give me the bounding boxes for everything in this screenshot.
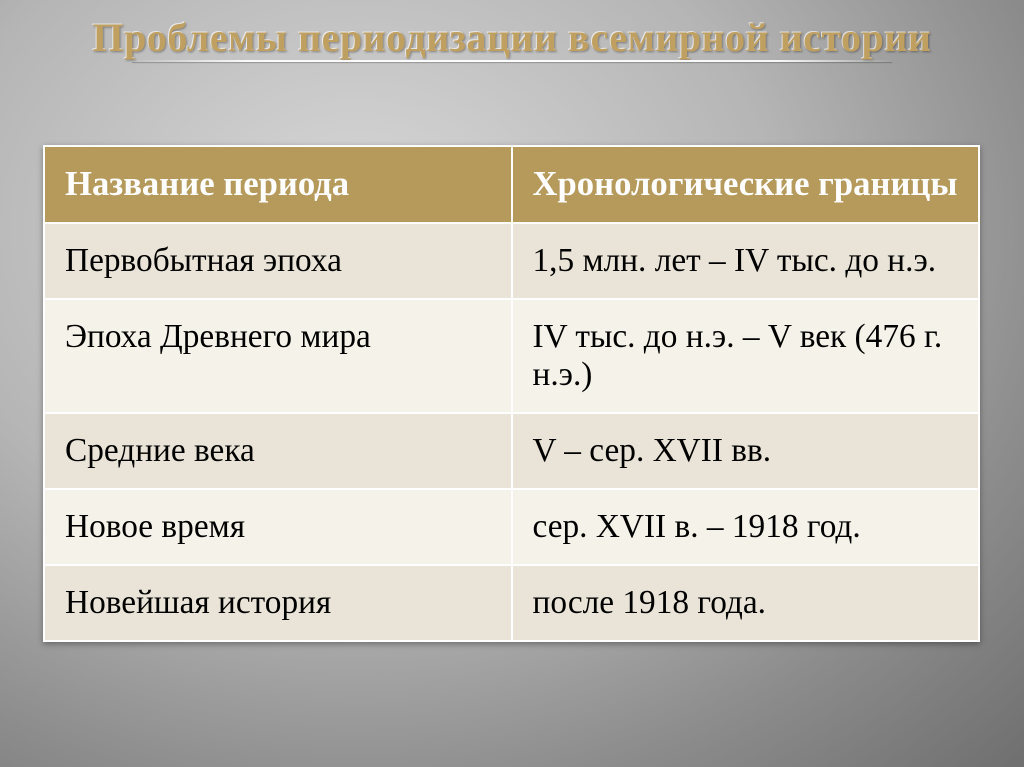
cell-range: 1,5 млн. лет – IV тыс. до н.э. [512,223,980,299]
cell-period: Эпоха Древнего мира [44,299,512,413]
cell-range: IV тыс. до н.э. – V век (476 г. н.э.) [512,299,980,413]
title-underline [132,60,892,62]
cell-period: Первобытная эпоха [44,223,512,299]
table: Название периода Хронологические границы… [43,145,980,642]
table-row: Средние века V – сер. XVII вв. [44,413,979,489]
col-header-period: Название периода [44,146,512,223]
periodization-table: Название периода Хронологические границы… [43,145,980,642]
table-row: Новейшая история после 1918 года. [44,565,979,641]
cell-period: Новое время [44,489,512,565]
title-text: Проблемы периодизации всемирной истории [93,15,932,60]
cell-range: сер. XVII в. – 1918 год. [512,489,980,565]
table-row: Эпоха Древнего мира IV тыс. до н.э. – V … [44,299,979,413]
col-header-range: Хронологические границы [512,146,980,223]
slide: Проблемы периодизации всемирной истории … [0,0,1024,767]
table-row: Первобытная эпоха 1,5 млн. лет – IV тыс.… [44,223,979,299]
cell-range: после 1918 года. [512,565,980,641]
cell-period: Средние века [44,413,512,489]
table-header-row: Название периода Хронологические границы [44,146,979,223]
table-row: Новое время сер. XVII в. – 1918 год. [44,489,979,565]
cell-period: Новейшая история [44,565,512,641]
slide-title: Проблемы периодизации всемирной истории [0,14,1024,61]
cell-range: V – сер. XVII вв. [512,413,980,489]
